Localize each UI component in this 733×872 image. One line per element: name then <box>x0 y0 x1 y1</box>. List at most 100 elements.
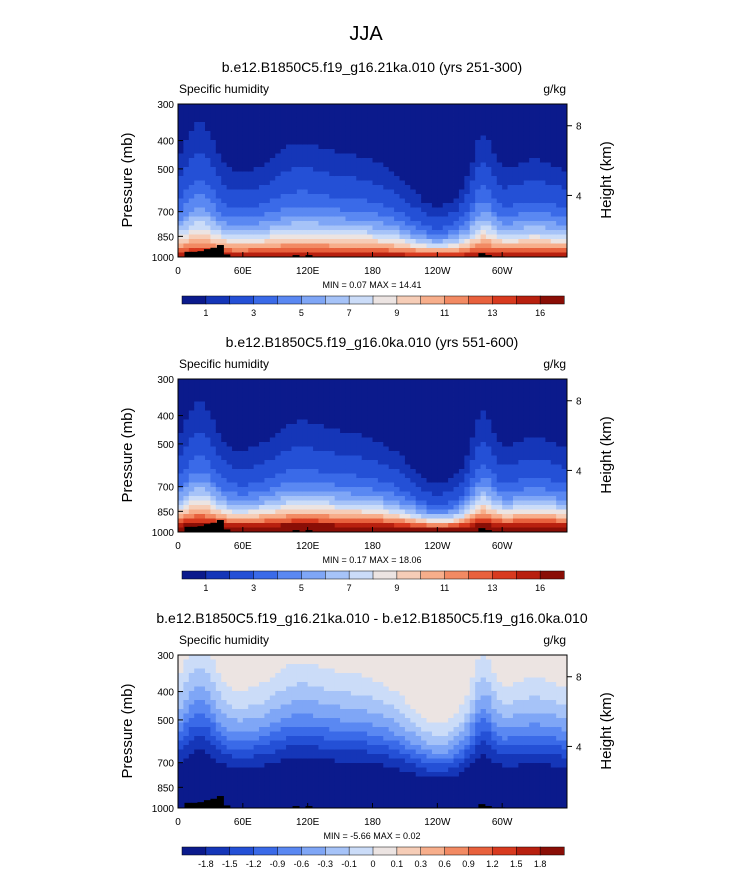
contour-cell <box>188 162 195 168</box>
contour-cell <box>226 185 233 190</box>
contour-cell <box>242 442 249 447</box>
contour-cell <box>345 126 352 132</box>
contour-cell <box>431 131 438 136</box>
contour-cell <box>264 424 271 429</box>
contour-cell <box>464 437 471 443</box>
contour-cell <box>242 248 249 253</box>
contour-cell <box>340 482 346 488</box>
contour-cell <box>280 500 287 506</box>
contour-cell <box>264 144 271 150</box>
contour-cell <box>226 243 233 249</box>
contour-cell <box>383 243 390 249</box>
contour-cell <box>253 189 260 195</box>
contour-cell <box>518 203 525 208</box>
contour-cell <box>485 189 492 195</box>
contour-cell <box>345 401 352 407</box>
contour-cell <box>296 473 303 479</box>
contour-cell <box>226 212 233 217</box>
contour-cell <box>345 491 352 497</box>
contour-cell <box>410 388 417 393</box>
contour-cell <box>464 135 471 141</box>
contour-cell <box>383 140 390 145</box>
contour-cell <box>485 149 492 154</box>
contour-cell <box>296 207 303 213</box>
contour-cell <box>356 162 363 168</box>
contour-cell <box>518 243 525 249</box>
contour-cell <box>431 203 438 208</box>
contour-cell <box>415 433 422 438</box>
contour-cell <box>534 379 541 384</box>
contour-cell <box>318 230 325 235</box>
contour-cell <box>383 469 390 474</box>
contour-cell <box>302 473 309 479</box>
contour-cell <box>280 527 287 533</box>
contour-cell <box>205 464 211 470</box>
contour-cell <box>253 108 260 114</box>
contour-cell <box>210 500 217 506</box>
contour-cell <box>469 505 476 510</box>
contour-cell <box>523 446 530 452</box>
contour-cell <box>199 117 206 123</box>
contour-cell <box>178 185 184 190</box>
contour-cell <box>556 248 562 253</box>
contour-cell <box>210 113 217 118</box>
contour-cell <box>183 460 190 465</box>
contour-cell <box>523 383 530 389</box>
contour-cell <box>431 473 438 479</box>
panel-1-xticks: 0 60E 120E 180 120W 60W <box>175 252 513 277</box>
contour-cell <box>183 113 190 118</box>
contour-cell <box>280 419 287 425</box>
contour-cell <box>480 122 487 127</box>
contour-cell <box>394 248 400 253</box>
contour-cell <box>453 442 460 447</box>
contour-cell <box>421 239 427 244</box>
contour-cell <box>545 509 552 515</box>
contour-cell <box>464 415 471 420</box>
contour-cell <box>415 212 422 217</box>
contour-cell <box>529 406 535 411</box>
contour-cell <box>194 482 201 488</box>
contour-cell <box>318 401 325 407</box>
contour-cell <box>453 243 460 249</box>
contour-cell <box>550 464 557 470</box>
contour-cell <box>318 455 325 461</box>
colorbar-swatch <box>277 295 302 305</box>
contour-cell <box>340 194 346 199</box>
contour-cell <box>469 243 476 249</box>
contour-cell <box>264 131 271 136</box>
contour-cell <box>388 514 395 519</box>
contour-cell <box>367 122 373 127</box>
contour-cell <box>556 140 562 145</box>
contour-cell <box>518 392 525 398</box>
contour-cell <box>329 113 336 118</box>
contour-cell <box>205 419 211 425</box>
contour-cell <box>340 518 346 524</box>
contour-cell <box>296 478 303 483</box>
contour-cell <box>502 230 508 235</box>
contour-cell <box>437 113 444 118</box>
contour-cell <box>237 167 244 172</box>
contour-cell <box>286 158 292 163</box>
contour-cell <box>334 410 341 416</box>
contour-cell <box>529 428 535 434</box>
contour-cell <box>264 158 271 163</box>
contour-cell <box>523 234 530 240</box>
contour-cell <box>426 505 433 510</box>
contour-cell <box>291 194 298 199</box>
contour-cell <box>329 491 336 497</box>
contour-cell <box>313 230 319 235</box>
contour-cell <box>356 482 363 488</box>
contour-cell <box>383 207 390 213</box>
contour-cell <box>178 135 184 141</box>
contour-cell <box>269 419 276 425</box>
contour-cell <box>491 162 498 168</box>
contour-cell <box>253 212 260 217</box>
contour-cell <box>302 176 309 181</box>
contour-cell <box>291 243 298 249</box>
contour-cell <box>529 473 535 479</box>
contour-cell <box>194 117 201 123</box>
contour-cell <box>399 104 406 109</box>
contour-cell <box>448 126 454 132</box>
contour-cell <box>226 153 233 159</box>
